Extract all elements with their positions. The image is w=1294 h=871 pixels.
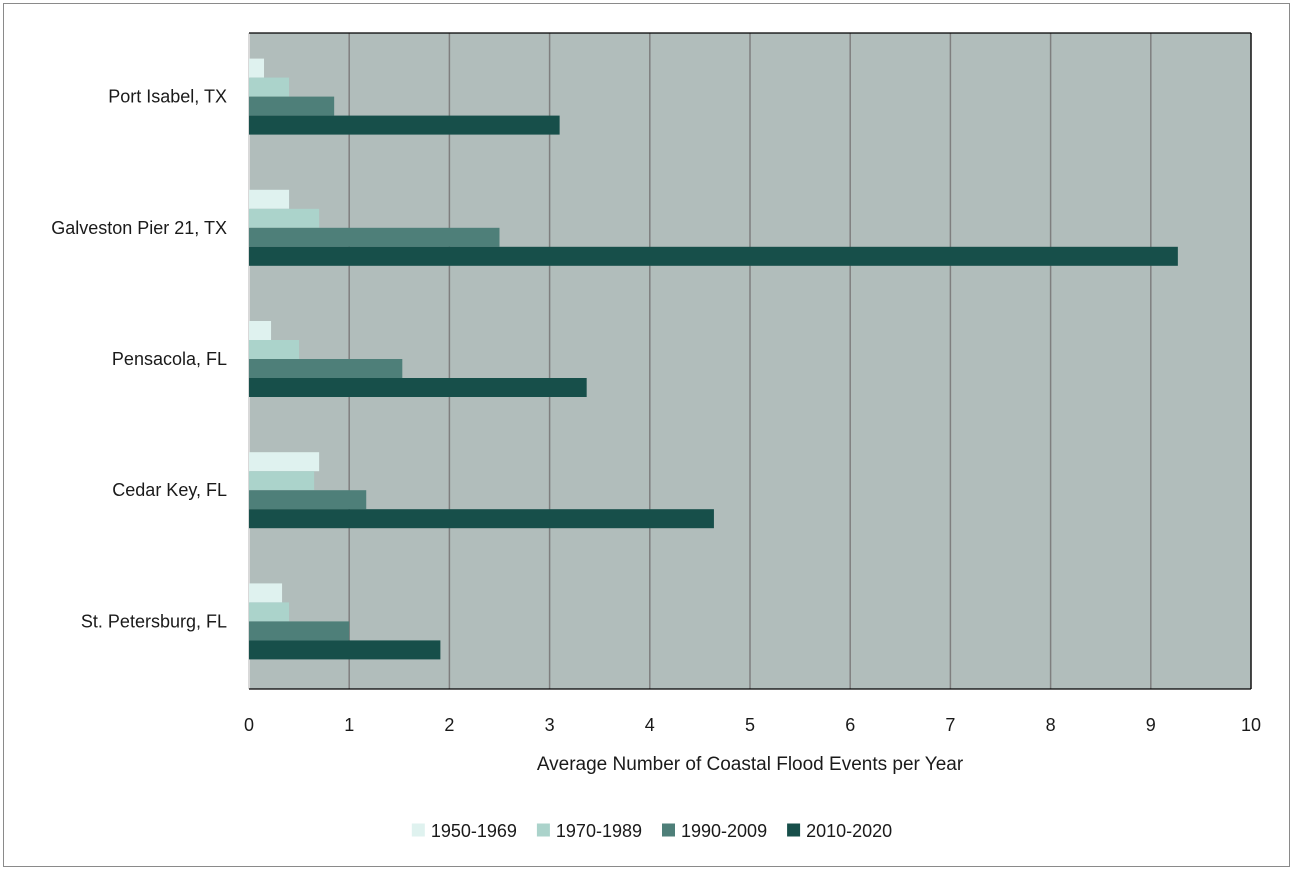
bar: [249, 621, 350, 641]
x-tick-label: 10: [1241, 715, 1261, 735]
bar: [249, 227, 500, 247]
x-tick-label: 4: [645, 715, 655, 735]
legend-swatch: [787, 823, 801, 837]
x-tick-label: 9: [1146, 715, 1156, 735]
bar: [249, 208, 320, 228]
bar: [249, 378, 587, 397]
bar: [249, 115, 560, 135]
bar: [249, 471, 315, 491]
category-label: Galveston Pier 21, TX: [51, 218, 227, 238]
bar: [249, 58, 265, 78]
x-tick-label: 5: [745, 715, 755, 735]
x-tick-label: 2: [444, 715, 454, 735]
chart-frame: Port Isabel, TX Galveston Pier 21, TX Pens…: [3, 3, 1290, 867]
category-label: Port Isabel, TX: [108, 87, 227, 107]
category-label: St. Petersburg, FL: [81, 611, 227, 631]
x-axis-label: Average Number of Coastal Flood Events p…: [537, 754, 964, 775]
x-tick-labels: 0 1 2 3 4 5 6 7 8 9 10: [244, 715, 1261, 735]
legend: 1950-1969 1970-1989 1990-2009 2010-2020: [411, 821, 892, 841]
category-labels: Port Isabel, TX Galveston Pier 21, TX Pens…: [51, 87, 227, 632]
legend-swatch: [411, 823, 425, 837]
bar: [249, 359, 403, 378]
legend-swatch: [662, 823, 675, 837]
bar: [249, 340, 300, 359]
bar-chart: Port Isabel, TX Galveston Pier 21, TX Pens…: [51, 32, 1261, 841]
x-tick-label: 3: [545, 715, 555, 735]
grid-lines: [248, 32, 1252, 690]
bar: [249, 490, 367, 510]
legend-label: 1950-1969: [431, 821, 517, 841]
bar: [249, 602, 290, 622]
bar: [249, 77, 290, 97]
legend-label: 2010-2020: [806, 821, 892, 841]
bar: [249, 189, 290, 209]
legend-swatch: [536, 823, 550, 837]
bar: [249, 246, 1178, 266]
bar: [249, 452, 320, 472]
bar: [249, 509, 714, 529]
x-tick-label: 8: [1046, 715, 1056, 735]
x-tick-label: 7: [945, 715, 955, 735]
x-tick-label: 0: [244, 715, 254, 735]
bar: [249, 583, 283, 603]
legend-label: 1990-2009: [681, 821, 767, 841]
bar: [249, 96, 335, 116]
category-label: Pensacola, FL: [112, 349, 227, 369]
bars: [249, 58, 1178, 660]
x-tick-label: 6: [845, 715, 855, 735]
category-label: Cedar Key, FL: [112, 480, 227, 500]
bar: [249, 321, 272, 340]
x-tick-label: 1: [344, 715, 354, 735]
legend-label: 1970-1989: [556, 821, 642, 841]
bar: [249, 640, 441, 660]
